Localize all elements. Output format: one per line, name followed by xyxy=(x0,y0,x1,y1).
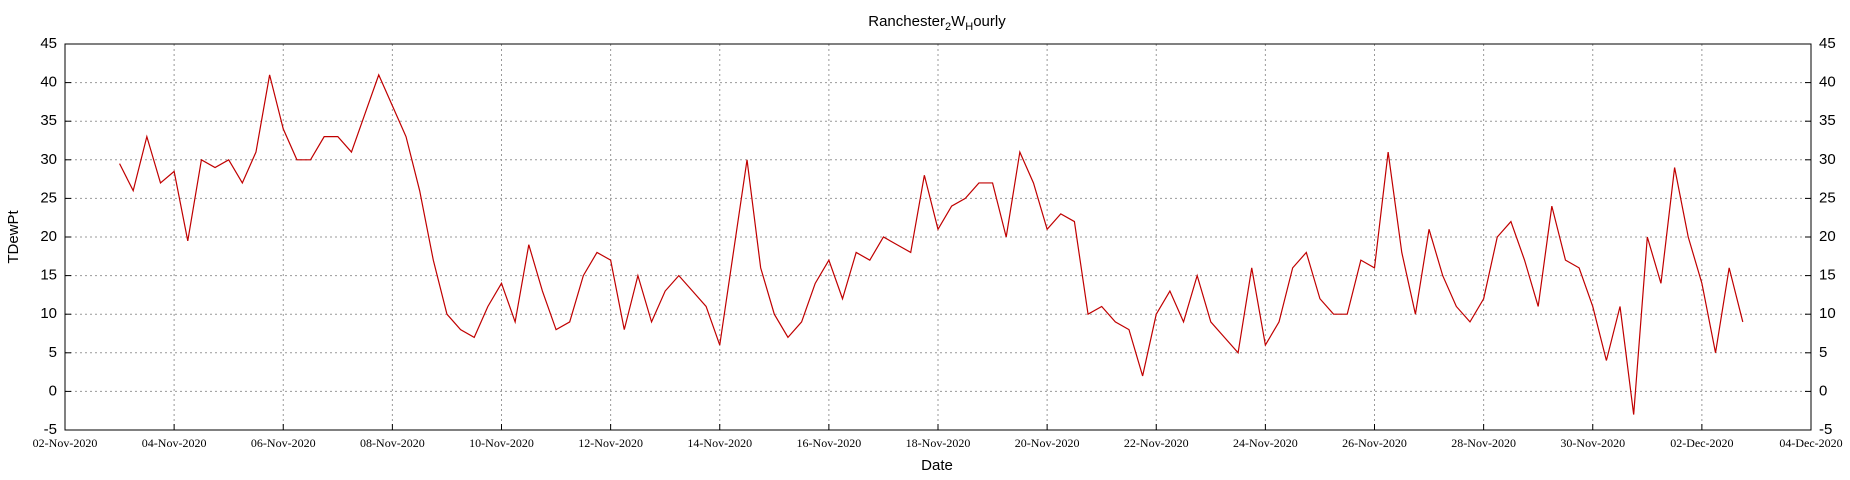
chart-title: Ranchester2WHourly xyxy=(868,13,1006,33)
y2-tick-label: -5 xyxy=(1819,421,1832,438)
x-tick-label: 30-Nov-2020 xyxy=(1560,436,1625,450)
data-line xyxy=(119,73,1744,415)
title-part: Ranchester xyxy=(868,13,945,30)
x-tick-label: 20-Nov-2020 xyxy=(1015,436,1080,450)
x-tick-label: 02-Nov-2020 xyxy=(33,436,98,450)
y2-tick-label: 10 xyxy=(1819,305,1836,322)
y-tick-label: 10 xyxy=(40,305,57,322)
y2-tick-label: 0 xyxy=(1819,382,1827,399)
y-tick-label: 20 xyxy=(40,228,57,245)
y-tick-label: 35 xyxy=(40,112,57,129)
y2-tick-label: 20 xyxy=(1819,228,1836,245)
y-tick-label: 40 xyxy=(40,74,57,91)
x-tick-label: 10-Nov-2020 xyxy=(469,436,534,450)
y-tick-label: 30 xyxy=(40,151,57,168)
x-tick-label: 22-Nov-2020 xyxy=(1124,436,1189,450)
y-tick-label: 25 xyxy=(40,189,57,206)
x-tick-label: 04-Nov-2020 xyxy=(142,436,207,450)
y-tick-label: -5 xyxy=(44,421,57,438)
x-tick-label: 14-Nov-2020 xyxy=(687,436,752,450)
plot-frame xyxy=(64,43,1812,431)
title-part: W xyxy=(951,13,966,30)
title-subscript: 2 xyxy=(945,21,951,33)
x-tick-label: 12-Nov-2020 xyxy=(578,436,643,450)
y2-tick-label: 45 xyxy=(1819,35,1836,52)
x-tick-label: 28-Nov-2020 xyxy=(1451,436,1516,450)
y-axis-label: TDewPt xyxy=(5,209,22,263)
y2-tick-label: 35 xyxy=(1819,112,1836,129)
y2-tick-label: 5 xyxy=(1819,344,1827,361)
y-tick-label: 45 xyxy=(40,35,57,52)
x-tick-label: 16-Nov-2020 xyxy=(797,436,862,450)
y2-tick-label: 30 xyxy=(1819,151,1836,168)
x-tick-label: 08-Nov-2020 xyxy=(360,436,425,450)
y2-tick-label: 40 xyxy=(1819,74,1836,91)
title-part: ourly xyxy=(973,13,1006,30)
y-tick-label: 0 xyxy=(49,382,57,399)
x-tick-label: 26-Nov-2020 xyxy=(1342,436,1407,450)
y-tick-label: 5 xyxy=(49,344,57,361)
x-tick-label: 02-Dec-2020 xyxy=(1670,436,1733,450)
x-tick-label: 04-Dec-2020 xyxy=(1779,436,1842,450)
y2-tick-label: 25 xyxy=(1819,189,1836,206)
x-tick-label: 06-Nov-2020 xyxy=(251,436,316,450)
y2-tick-label: 15 xyxy=(1819,267,1836,284)
title-subscript: H xyxy=(965,21,973,33)
x-tick-label: 18-Nov-2020 xyxy=(906,436,971,450)
x-tick-label: 24-Nov-2020 xyxy=(1233,436,1298,450)
y-tick-label: 15 xyxy=(40,267,57,284)
x-axis-label: Date xyxy=(921,457,953,474)
